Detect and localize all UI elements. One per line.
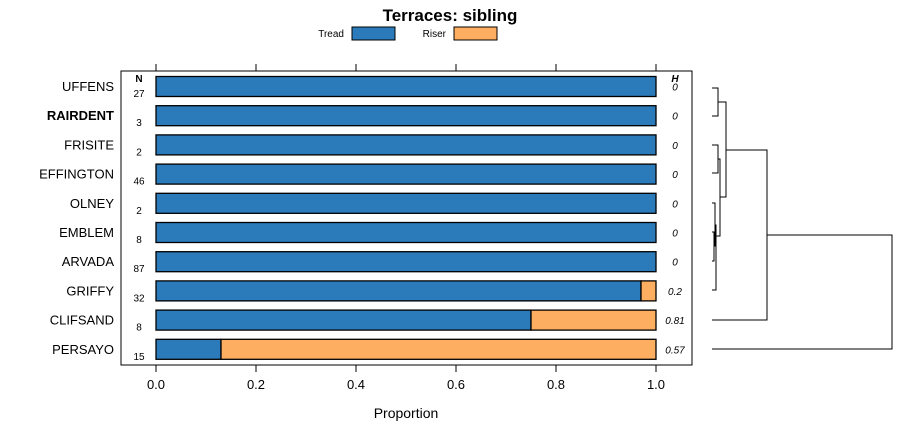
legend-label-tread: Tread xyxy=(318,29,344,40)
legend-swatch-tread xyxy=(351,26,396,41)
bar-segment-riser xyxy=(640,280,657,302)
n-value: 15 xyxy=(133,352,145,363)
dendrogram xyxy=(712,87,893,350)
dendrogram-branch xyxy=(712,234,893,350)
n-value: 2 xyxy=(136,206,142,217)
x-tick-label: 0.4 xyxy=(347,377,365,392)
bar-row: GRIFFY 32 0.2 xyxy=(66,280,682,304)
bar-segment-riser xyxy=(220,338,657,360)
bar-segment-tread xyxy=(155,134,657,156)
bar-segment-tread xyxy=(155,192,657,214)
rows-layer: UFFENS 27 0 RAIRDENT 3 0 FRISITE 2 0 EFFINGTON 46 0… xyxy=(39,75,685,363)
dendrogram-branch xyxy=(718,101,727,198)
x-axis-label: Proportion xyxy=(374,405,439,421)
h-value: 0.57 xyxy=(665,345,685,356)
legend: Tread Riser xyxy=(318,26,498,41)
category-label: GRIFFY xyxy=(66,283,114,298)
bar-row: OLNEY 2 0 xyxy=(70,192,678,217)
dendrogram-branch xyxy=(712,87,719,117)
n-value: 27 xyxy=(133,89,145,100)
x-tick-label: 0.6 xyxy=(447,377,465,392)
category-label: UFFENS xyxy=(62,79,114,94)
bar-row: ARVADA 87 0 xyxy=(62,251,678,275)
h-value: 0 xyxy=(672,112,678,123)
bar-segment-tread xyxy=(155,338,222,360)
bar-row: CLIFSAND 8 0.81 xyxy=(50,309,685,334)
bar-row: UFFENS 27 0 xyxy=(62,75,678,100)
h-value: 0 xyxy=(672,258,678,269)
category-label: CLIFSAND xyxy=(50,313,114,328)
dendrogram-branch xyxy=(712,224,717,291)
dendrogram-branch xyxy=(712,231,715,262)
x-tick-label: 0.2 xyxy=(247,377,265,392)
x-tick-label: 0.0 xyxy=(147,377,165,392)
bar-segment-tread xyxy=(155,163,657,185)
bar-row: PERSAYO 15 0.57 xyxy=(52,338,685,363)
h-value: 0 xyxy=(672,170,678,181)
x-axis: 0.0 0.2 0.4 0.6 0.8 1.0 xyxy=(147,64,665,392)
dendrogram-branch xyxy=(712,144,719,174)
plot-frame xyxy=(120,70,693,366)
n-value: 8 xyxy=(136,323,142,334)
h-value: 0 xyxy=(672,229,678,240)
h-value: 0.2 xyxy=(668,287,682,298)
category-label: OLNEY xyxy=(70,196,114,211)
n-value: 87 xyxy=(133,264,145,275)
category-label: ARVADA xyxy=(62,254,115,269)
h-column-header: H xyxy=(671,74,679,85)
n-value: 2 xyxy=(136,147,142,158)
n-value: 32 xyxy=(133,293,145,304)
bar-segment-tread xyxy=(155,105,657,127)
bar-row: EFFINGTON 46 0 xyxy=(39,163,678,188)
category-label: EFFINGTON xyxy=(39,167,114,182)
x-tick-label: 0.8 xyxy=(547,377,565,392)
n-value: 3 xyxy=(136,118,142,129)
legend-label-riser: Riser xyxy=(423,29,447,40)
h-value: 0.81 xyxy=(665,316,684,327)
x-tick-label: 1.0 xyxy=(647,377,665,392)
h-value: 0 xyxy=(672,199,678,210)
n-value: 46 xyxy=(133,177,145,188)
bar-segment-tread xyxy=(155,75,657,98)
bar-row: FRISITE 2 0 xyxy=(64,134,678,158)
category-label: RAIRDENT xyxy=(47,108,114,123)
bar-row: EMBLEM 8 0 xyxy=(59,221,678,246)
h-value: 0 xyxy=(672,141,678,152)
bar-segment-tread xyxy=(155,251,657,273)
h-value: 0 xyxy=(672,83,678,94)
category-label: FRISITE xyxy=(64,137,114,152)
chart-title: Terraces: sibling xyxy=(383,6,518,25)
category-label: PERSAYO xyxy=(52,342,114,357)
n-column-header: N xyxy=(135,74,142,85)
bar-segment-tread xyxy=(155,309,532,331)
bar-segment-tread xyxy=(155,280,642,302)
bar-row: RAIRDENT 3 0 xyxy=(47,105,678,129)
legend-swatch-riser xyxy=(453,26,498,41)
n-value: 8 xyxy=(136,235,142,246)
bar-segment-tread xyxy=(155,221,657,244)
bar-segment-riser xyxy=(530,309,657,331)
category-label: EMBLEM xyxy=(59,225,114,240)
